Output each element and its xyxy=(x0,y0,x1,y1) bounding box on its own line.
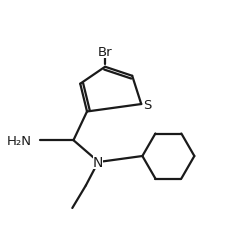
Text: Br: Br xyxy=(97,46,112,59)
Text: S: S xyxy=(142,99,151,112)
Text: H₂N: H₂N xyxy=(7,134,32,147)
Text: N: N xyxy=(93,155,103,169)
